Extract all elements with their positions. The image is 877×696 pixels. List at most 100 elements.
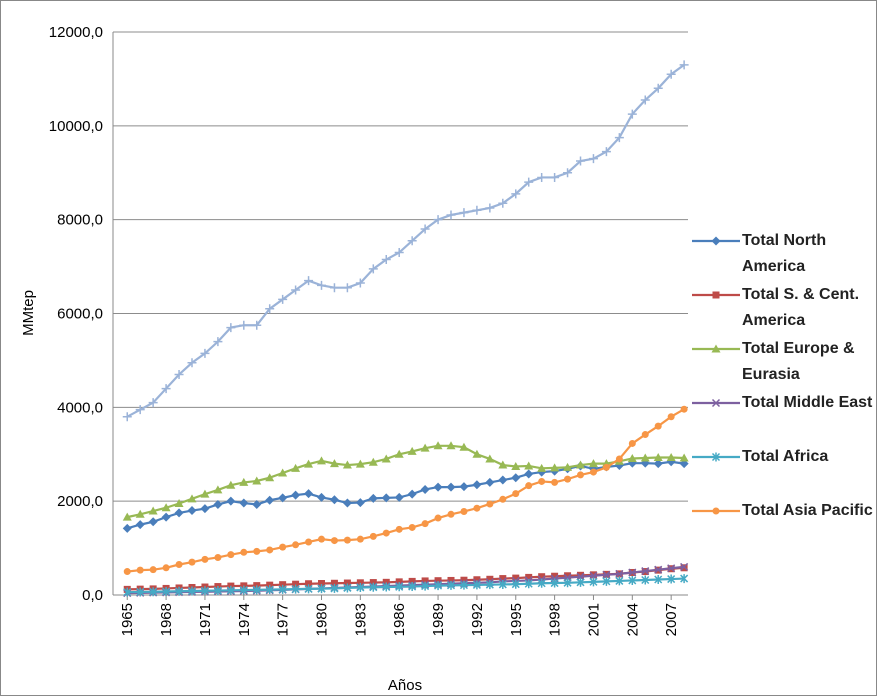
marker [122, 523, 132, 533]
marker [628, 575, 637, 585]
marker [330, 579, 338, 587]
marker [538, 477, 546, 485]
x-tick-label: 1965 [119, 603, 136, 636]
y-tick-label: 0,0 [82, 587, 103, 604]
marker [511, 189, 521, 199]
marker [407, 236, 417, 246]
marker [679, 453, 689, 462]
marker [369, 579, 377, 587]
y-tick-label: 12000,0 [49, 24, 103, 41]
marker [551, 572, 559, 580]
marker [446, 441, 456, 450]
marker [252, 320, 262, 330]
marker [511, 579, 520, 589]
marker [343, 583, 352, 593]
marker [356, 579, 364, 587]
legend-item: Total North America [690, 228, 875, 282]
marker [226, 585, 235, 595]
marker [615, 569, 624, 578]
marker [420, 224, 430, 234]
marker [136, 587, 145, 597]
marker [679, 60, 689, 70]
marker [472, 580, 481, 590]
marker [318, 535, 326, 543]
marker [576, 460, 586, 469]
legend-item: Total Asia Pacific [690, 498, 875, 552]
marker [368, 264, 378, 274]
marker [355, 498, 365, 508]
marker [512, 574, 520, 582]
marker [317, 492, 327, 502]
marker [550, 578, 559, 588]
marker [266, 546, 274, 554]
marker [446, 580, 456, 590]
marker [175, 586, 184, 596]
marker [511, 473, 521, 483]
marker [317, 584, 326, 594]
marker [485, 454, 495, 463]
marker [459, 580, 468, 590]
marker [149, 587, 158, 597]
marker [342, 460, 352, 469]
marker [174, 369, 184, 379]
marker [368, 493, 378, 503]
marker [149, 566, 157, 574]
marker [712, 291, 720, 299]
marker [486, 575, 494, 583]
marker [447, 510, 455, 518]
marker [213, 337, 223, 347]
x-tick-label: 1992 [469, 603, 486, 636]
marker [589, 571, 598, 580]
marker [239, 498, 249, 508]
legend-swatch [692, 291, 740, 299]
x-tick-label: 1983 [352, 603, 369, 636]
legend-item: Total S. & Cent. America [690, 282, 875, 336]
marker [654, 575, 663, 585]
marker [654, 565, 663, 574]
marker [279, 581, 287, 589]
marker [330, 537, 338, 545]
marker [563, 578, 572, 588]
marker [369, 582, 378, 592]
marker [187, 358, 197, 368]
marker [407, 489, 417, 499]
marker [711, 398, 721, 408]
marker [226, 323, 236, 333]
marker [148, 506, 158, 515]
x-tick-label: 1968 [158, 603, 175, 636]
marker [278, 493, 288, 503]
x-tick-label: 1974 [236, 603, 253, 636]
marker [278, 294, 288, 304]
marker [343, 579, 351, 587]
marker [498, 198, 508, 208]
marker [342, 283, 352, 293]
marker [278, 468, 288, 477]
marker [213, 586, 222, 596]
marker [550, 172, 560, 182]
marker [667, 413, 675, 421]
marker [512, 490, 520, 498]
marker [538, 573, 546, 581]
marker [200, 586, 209, 596]
x-tick-label: 1986 [391, 603, 408, 636]
marker [459, 442, 469, 451]
marker [395, 525, 403, 533]
marker [135, 405, 145, 415]
marker [291, 490, 301, 500]
marker [240, 548, 248, 556]
legend-label: Total Europe & Eurasia [742, 340, 855, 383]
marker [381, 493, 391, 503]
y-tick-label: 4000,0 [57, 399, 103, 416]
legend-swatch [692, 398, 740, 408]
marker [499, 575, 507, 583]
marker [265, 495, 275, 505]
marker [122, 412, 132, 422]
marker [214, 553, 222, 561]
marker [369, 532, 377, 540]
marker [200, 348, 210, 358]
marker [589, 468, 597, 476]
marker [433, 441, 443, 450]
marker [537, 578, 546, 588]
legend-swatch [692, 507, 740, 515]
marker [381, 255, 391, 265]
